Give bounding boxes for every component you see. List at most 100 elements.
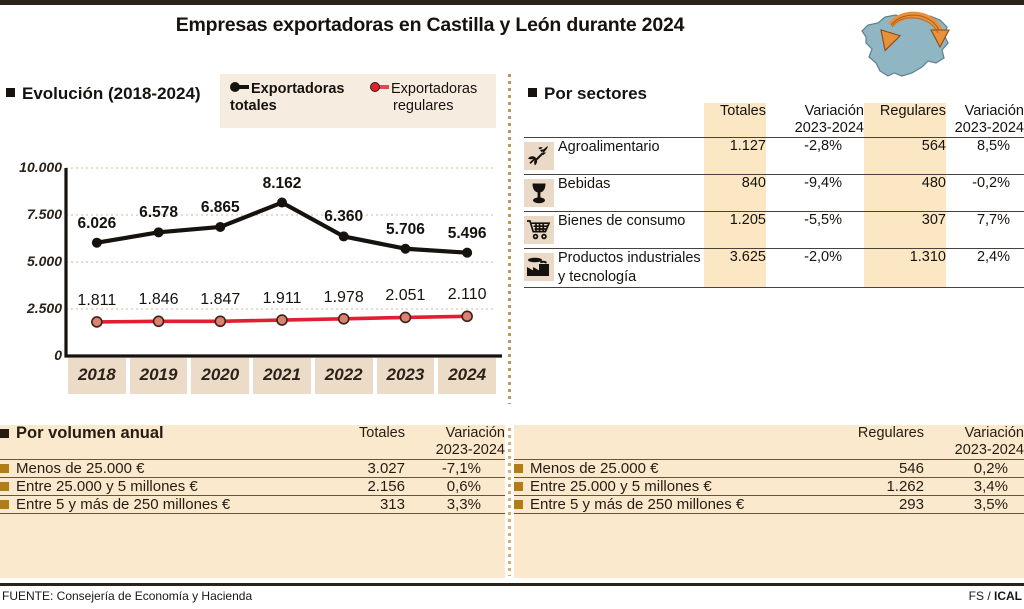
sector-var-regulares: -0,2% (946, 174, 1024, 212)
sector-var-totales: -2,0% (766, 248, 864, 288)
volume-row-name: Entre 25.000 y 5 millones € (0, 477, 300, 496)
chart-y-tick-label: 0 (54, 347, 62, 363)
volume-row-value: 313 (300, 495, 405, 514)
volume-right-col-var-l1: Variación (964, 425, 1024, 441)
chart-label-regulares: 2.051 (385, 287, 426, 305)
bullet-square-icon (0, 429, 9, 438)
volume-row-name: Entre 5 y más de 250 millones € (0, 495, 300, 514)
bullet-square-icon (514, 464, 523, 473)
volume-row-variation: 0,2% (924, 459, 1024, 478)
sectors-table-row: Bienes de consumo 1.205 -5,5% 307 7,7% (524, 211, 1024, 249)
evolution-line-chart: 0 2.500 5.000 7.500 10.000 2018 2019 2020 2021 2… (0, 159, 508, 400)
sectors-col-var-totales-l2: 2023-2024 (794, 120, 864, 136)
legend-item-regulares: Exportadoras regulares (370, 81, 495, 115)
volume-row-label: Entre 5 y más de 250 millones € (16, 496, 231, 513)
sector-icon-cell (524, 248, 558, 288)
volume-table-row: Entre 25.000 y 5 millones € 2.156 0,6% (0, 477, 505, 496)
volume-left-col-var-l2: 2023-2024 (435, 442, 505, 458)
sector-name: Bebidas (558, 174, 704, 212)
sector-totales: 3.625 (704, 248, 766, 288)
sectors-table: Totales Variación 2023-2024 Regulares Va… (524, 103, 1024, 288)
chart-label-totales: 5.496 (447, 224, 487, 242)
sector-regulares: 307 (864, 211, 946, 249)
sector-icon-cell (524, 211, 558, 249)
chart-x-tick-label: 2022 (314, 358, 373, 394)
volume-row-name: Entre 25.000 y 5 millones € (514, 477, 819, 496)
volume-row-label: Entre 5 y más de 250 millones € (530, 496, 745, 513)
sector-regulares: 480 (864, 174, 946, 212)
footer-source: FUENTE: Consejería de Economía y Haciend… (2, 589, 253, 603)
legend-label-totales-line1: Exportadoras (251, 81, 345, 97)
chart-plot-area (64, 167, 502, 358)
volume-table-row: Entre 5 y más de 250 millones € 313 3,3% (0, 495, 505, 514)
volume-left-header-row: Por volumen anual Totales Variación 2023… (0, 425, 505, 460)
bullet-square-icon (0, 482, 9, 491)
volume-right-col-value: Regulares (857, 425, 924, 441)
sector-var-totales: -2,8% (766, 137, 864, 175)
sector-var-regulares: 8,5% (946, 137, 1024, 175)
chart-y-axis: 0 2.500 5.000 7.500 10.000 (0, 159, 62, 363)
sector-name: Bienes de consumo (558, 211, 704, 249)
volume-row-variation: 3,3% (405, 495, 505, 514)
sector-icon-cell (524, 137, 558, 175)
sector-var-regulares: 7,7% (946, 211, 1024, 249)
sector-regulares: 564 (864, 137, 946, 175)
volume-panel-totales: Por volumen anual Totales Variación 2023… (0, 425, 505, 578)
panel-divider-vertical (508, 74, 511, 404)
chart-x-tick-label: 2020 (191, 358, 250, 394)
legend-item-totales: Exportadoras totales (230, 81, 370, 115)
chart-x-tick-label: 2021 (253, 358, 311, 394)
volume-row-value: 2.156 (300, 477, 405, 496)
volume-row-value: 293 (819, 495, 924, 514)
sector-icon-cell (524, 174, 558, 212)
volume-row-variation: 0,6% (405, 477, 505, 496)
chart-label-totales: 6.865 (200, 198, 240, 216)
sectors-heading: Por sectores (528, 84, 647, 104)
volume-table-row: Entre 25.000 y 5 millones € 1.262 3,4% (514, 477, 1024, 496)
page-title: Empresas exportadoras en Castilla y León… (175, 14, 685, 36)
volume-row-variation: -7,1% (405, 459, 505, 478)
volume-row-value: 546 (819, 459, 924, 478)
bullet-square-icon (0, 500, 9, 509)
sectors-col-var-regulares-l2: 2023-2024 (954, 120, 1024, 136)
sectors-header-row: Totales Variación 2023-2024 Regulares Va… (524, 103, 1024, 138)
bullet-square-icon (6, 88, 15, 97)
chart-x-tick-label: 2018 (68, 358, 126, 394)
spacer-cell (558, 103, 704, 138)
volume-right-col-var: Variación 2023-2024 (924, 425, 1024, 460)
volume-row-value: 1.262 (819, 477, 924, 496)
volume-row-label: Menos de 25.000 € (530, 460, 659, 477)
sector-totales: 1.205 (704, 211, 766, 249)
volume-table-row: Menos de 25.000 € 546 0,2% (514, 459, 1024, 478)
footer-credit-bold: ICAL (994, 589, 1022, 603)
chart-y-tick-label: 5.000 (26, 253, 62, 269)
volume-row-name: Menos de 25.000 € (0, 459, 300, 478)
chart-label-regulares: 2.110 (447, 286, 487, 304)
volume-right-header-row: Regulares Variación 2023-2024 (514, 425, 1024, 460)
bullet-square-icon (0, 464, 9, 473)
chart-y-tick-label: 10.000 (19, 159, 62, 175)
factory-icon (524, 253, 554, 281)
chart-label-totales: 6.360 (324, 208, 364, 226)
sectors-col-var-totales: Variación 2023-2024 (766, 103, 864, 138)
footer-rule (0, 583, 1024, 586)
volume-right-col-var-l2: 2023-2024 (954, 442, 1024, 458)
volume-left-heading: Por volumen anual (0, 425, 300, 460)
volume-row-label: Menos de 25.000 € (16, 460, 145, 477)
chart-label-regulares: 1.978 (323, 288, 364, 306)
legend-label-regulares-line1: Exportadoras (391, 81, 478, 97)
sector-name: Productos industriales y tecnología (558, 248, 704, 288)
bullet-square-icon (528, 88, 537, 97)
legend-marker-totales-icon (230, 82, 249, 92)
sectors-col-var-regulares: Variación 2023-2024 (946, 103, 1024, 138)
volume-right-heading (514, 425, 819, 460)
legend-label-regulares-line2: regulares (393, 98, 454, 114)
sectors-col-var-regulares-l1: Variación (964, 103, 1024, 119)
chart-y-tick-label: 7.500 (26, 206, 62, 222)
volume-left-col-value: Totales (359, 425, 405, 441)
wheat-icon (524, 142, 554, 170)
sectors-table-row: Bebidas 840 -9,4% 480 -0,2% (524, 174, 1024, 212)
chart-label-regulares: 1.811 (77, 291, 117, 309)
volume-row-label: Entre 25.000 y 5 millones € (16, 478, 198, 495)
chart-legend: Exportadoras totales Exportadoras regula… (220, 74, 496, 128)
